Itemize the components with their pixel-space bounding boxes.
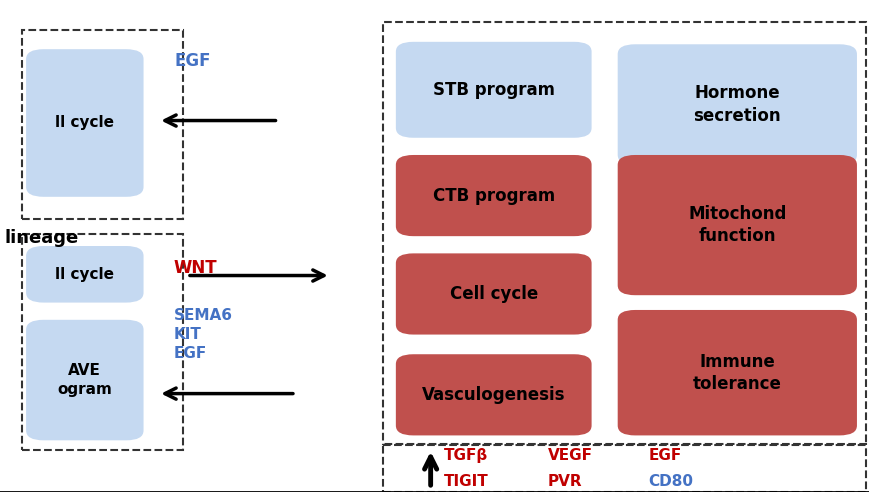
Text: Immune
tolerance: Immune tolerance — [692, 353, 781, 393]
Text: WNT: WNT — [174, 259, 217, 277]
Text: ll cycle: ll cycle — [56, 116, 114, 130]
Text: CTB program: CTB program — [432, 186, 554, 205]
Text: CD80: CD80 — [647, 474, 693, 489]
Text: lineage: lineage — [4, 229, 78, 247]
Text: AVE
ogram: AVE ogram — [57, 363, 112, 398]
Text: SEMA6
KIT
EGF: SEMA6 KIT EGF — [174, 308, 233, 361]
Text: TIGIT: TIGIT — [443, 474, 488, 489]
Text: ll cycle: ll cycle — [56, 267, 114, 282]
Bar — [22, 30, 182, 219]
Text: EGF: EGF — [174, 53, 210, 70]
Text: Cell cycle: Cell cycle — [449, 285, 537, 303]
Text: PVR: PVR — [547, 474, 582, 489]
FancyBboxPatch shape — [26, 49, 143, 197]
FancyBboxPatch shape — [395, 354, 591, 435]
Bar — [382, 22, 865, 445]
FancyBboxPatch shape — [395, 42, 591, 138]
FancyBboxPatch shape — [617, 155, 856, 295]
FancyBboxPatch shape — [26, 246, 143, 303]
FancyBboxPatch shape — [617, 44, 856, 165]
Text: Vasculogenesis: Vasculogenesis — [421, 386, 565, 404]
Text: EGF: EGF — [647, 448, 680, 462]
Bar — [22, 234, 182, 450]
FancyBboxPatch shape — [26, 320, 143, 440]
Text: Mitochond
function: Mitochond function — [687, 205, 786, 245]
Text: STB program: STB program — [432, 81, 554, 99]
Text: VEGF: VEGF — [547, 448, 593, 462]
Bar — [382, 444, 865, 492]
FancyBboxPatch shape — [395, 253, 591, 335]
FancyBboxPatch shape — [617, 310, 856, 435]
Text: Hormone
secretion: Hormone secretion — [693, 85, 780, 124]
Text: TGFβ: TGFβ — [443, 448, 488, 462]
FancyBboxPatch shape — [395, 155, 591, 236]
